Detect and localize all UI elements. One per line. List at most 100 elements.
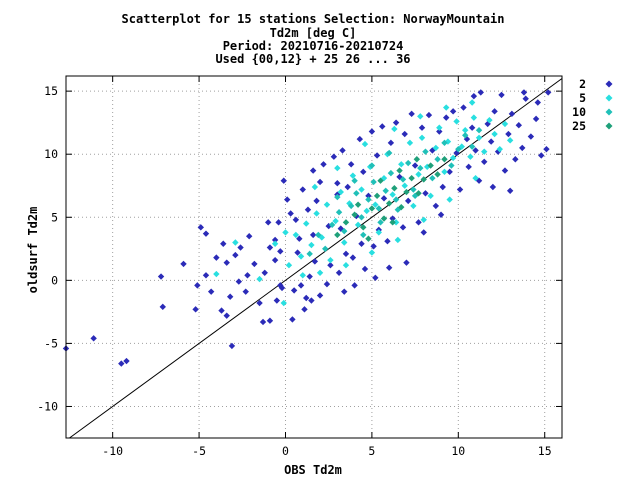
- data-point: [398, 203, 405, 211]
- data-point: [399, 176, 407, 183]
- data-point: [417, 164, 424, 172]
- data-point: [477, 89, 484, 96]
- data-point: [420, 176, 427, 183]
- data-point: [373, 152, 381, 159]
- data-point: [389, 191, 396, 198]
- data-point: [365, 192, 372, 200]
- data-point: [436, 128, 443, 135]
- data-point: [375, 229, 383, 236]
- data-point: [512, 156, 519, 163]
- data-point: [277, 248, 284, 255]
- data-point: [294, 249, 301, 256]
- chart-title: Scatterplot for 15 stations Selection: N…: [122, 12, 505, 66]
- data-point: [337, 225, 344, 232]
- data-point: [380, 215, 388, 222]
- data-point: [323, 201, 331, 208]
- x-tick-label: -5: [192, 444, 206, 458]
- data-point: [311, 183, 319, 191]
- data-point: [446, 168, 453, 176]
- data-point: [453, 149, 460, 157]
- legend-marker: [605, 94, 613, 102]
- data-point: [404, 197, 412, 205]
- data-point: [353, 190, 360, 197]
- data-point: [427, 162, 434, 169]
- data-point: [360, 168, 367, 176]
- data-point: [385, 264, 393, 271]
- data-point: [391, 125, 398, 133]
- data-point: [487, 138, 495, 145]
- data-point: [368, 162, 376, 169]
- data-point: [448, 162, 455, 169]
- data-point: [475, 134, 483, 142]
- data-point: [285, 261, 293, 269]
- data-point: [265, 219, 272, 226]
- data-point: [325, 222, 332, 230]
- data-point: [472, 174, 479, 182]
- data-point: [394, 206, 402, 213]
- data-point: [544, 89, 552, 96]
- data-point: [389, 215, 396, 222]
- data-point: [159, 303, 166, 311]
- x-tick-label: 0: [282, 444, 289, 458]
- data-point: [90, 335, 97, 342]
- data-point: [242, 288, 249, 295]
- legend-label: 2: [579, 77, 586, 91]
- data-point: [486, 116, 493, 124]
- data-point: [443, 104, 450, 111]
- data-point: [237, 244, 244, 251]
- data-point: [420, 216, 427, 223]
- x-tick-label: 15: [538, 444, 552, 458]
- data-point: [232, 239, 239, 246]
- data-point: [410, 186, 417, 193]
- series-25: [334, 156, 448, 242]
- y-tick-label: 15: [44, 84, 58, 98]
- data-point: [327, 256, 334, 264]
- data-point: [420, 229, 427, 236]
- data-point: [299, 272, 306, 279]
- data-point: [335, 209, 343, 216]
- data-point: [410, 202, 417, 210]
- data-point: [384, 238, 391, 245]
- data-point: [356, 135, 363, 143]
- data-point: [349, 172, 357, 179]
- data-point: [527, 133, 535, 140]
- data-point: [372, 201, 379, 208]
- data-point: [429, 174, 436, 182]
- title-line-2: Td2m [deg C]: [270, 26, 357, 40]
- data-point: [303, 294, 310, 302]
- data-point: [453, 118, 460, 125]
- data-point: [303, 220, 310, 227]
- legend-label: 5: [579, 91, 586, 105]
- data-point: [401, 182, 408, 189]
- data-point: [223, 259, 230, 266]
- data-point: [347, 202, 355, 210]
- data-point: [180, 260, 187, 268]
- data-point: [441, 168, 448, 176]
- data-point: [347, 161, 355, 168]
- data-point: [194, 282, 201, 289]
- data-point: [118, 360, 125, 367]
- series-10: [306, 127, 483, 258]
- data-point: [213, 270, 220, 278]
- data-point: [468, 99, 476, 106]
- data-point: [261, 269, 268, 276]
- data-point: [341, 239, 348, 246]
- data-point: [534, 99, 542, 106]
- data-point: [391, 185, 398, 192]
- data-point: [520, 89, 528, 96]
- data-point: [266, 244, 274, 251]
- data-point: [273, 297, 281, 304]
- data-point: [309, 231, 317, 239]
- data-point: [308, 241, 315, 249]
- data-point: [271, 240, 279, 247]
- data-point: [282, 229, 289, 236]
- data-point: [292, 216, 300, 223]
- data-point: [360, 231, 367, 239]
- data-point: [387, 139, 395, 147]
- y-axis-label: oldsurf Td2m: [26, 207, 40, 294]
- data-point: [519, 144, 526, 152]
- data-point: [432, 202, 440, 210]
- data-point: [399, 224, 407, 231]
- data-point: [202, 230, 210, 237]
